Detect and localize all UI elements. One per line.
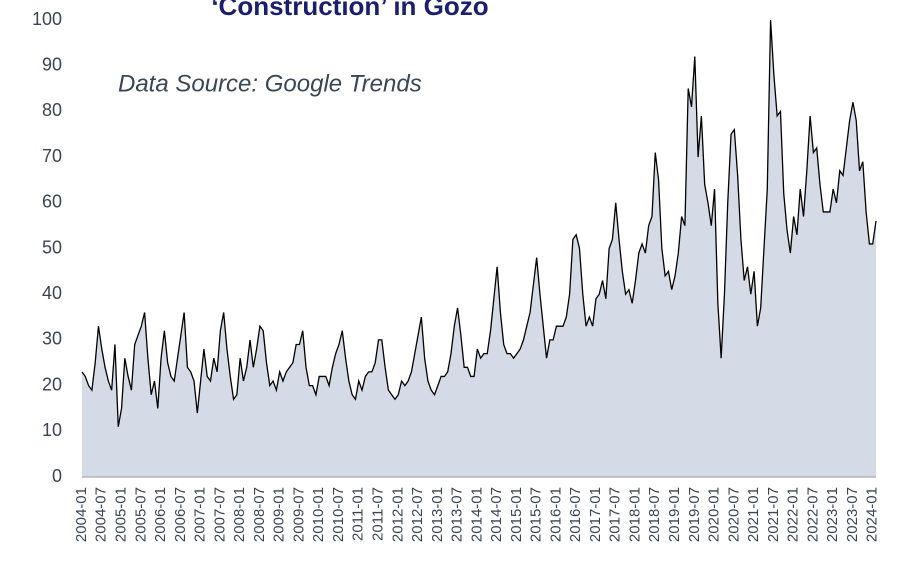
y-tick-label: 90 <box>42 54 62 74</box>
x-tick-label: 2004-01 <box>73 487 90 542</box>
x-tick-label: 2005-01 <box>113 487 130 542</box>
x-tick-label: 2017-07 <box>607 487 624 542</box>
y-tick-label: 40 <box>42 283 62 303</box>
x-tick-label: 2019-07 <box>686 487 703 542</box>
x-tick-label: 2022-07 <box>804 487 821 542</box>
x-tick-label: 2014-01 <box>468 487 485 542</box>
x-tick-label: 2008-07 <box>251 487 268 542</box>
x-tick-label: 2007-07 <box>211 487 228 542</box>
x-tick-label: 2009-01 <box>271 487 288 542</box>
x-tick-label: 2013-01 <box>429 487 446 542</box>
x-tick-label: 2016-07 <box>567 487 584 542</box>
x-tick-label: 2010-07 <box>330 487 347 542</box>
x-tick-label: 2007-01 <box>192 487 209 542</box>
x-tick-label: 2008-01 <box>231 487 248 542</box>
x-tick-label: 2012-07 <box>409 487 426 542</box>
y-tick-label: 100 <box>32 9 62 29</box>
y-tick-label: 50 <box>42 237 62 257</box>
x-tick-label: 2014-07 <box>488 487 505 542</box>
x-tick-label: 2022-01 <box>785 487 802 542</box>
area <box>82 20 876 477</box>
x-tick-label: 2012-01 <box>389 487 406 542</box>
x-tick-label: 2018-01 <box>626 487 643 542</box>
x-tick-label: 2009-07 <box>290 487 307 542</box>
x-tick-label: 2019-01 <box>666 487 683 542</box>
x-tick-label: 2011-01 <box>350 487 367 541</box>
y-tick-label: 60 <box>42 192 62 212</box>
y-tick-label: 0 <box>52 466 62 486</box>
x-tick-label: 2011-07 <box>369 487 386 541</box>
x-tick-label: 2016-01 <box>547 487 564 542</box>
x-tick-label: 2006-07 <box>172 487 189 542</box>
x-tick-label: 2023-07 <box>844 487 861 542</box>
x-tick-label: 2020-01 <box>706 487 723 542</box>
y-tick-label: 70 <box>42 146 62 166</box>
y-tick-label: 20 <box>42 374 62 394</box>
x-tick-label: 2021-07 <box>765 487 782 542</box>
x-tick-label: 2006-01 <box>152 487 169 542</box>
chart-subtitle: Data Source: Google Trends <box>118 70 422 97</box>
x-tick-label: 2015-07 <box>528 487 545 542</box>
x-tick-label: 2024-01 <box>864 487 881 542</box>
x-tick-label: 2010-01 <box>310 487 327 542</box>
x-tick-label: 2023-01 <box>824 487 841 542</box>
y-tick-label: 30 <box>42 329 62 349</box>
line <box>81 19 877 427</box>
x-tick-label: 2013-07 <box>449 487 466 542</box>
y-tick-label: 10 <box>42 420 62 440</box>
x-tick-label: 2021-01 <box>745 487 762 542</box>
x-tick-label: 2018-07 <box>646 487 663 542</box>
x-tick-label: 2015-01 <box>508 487 525 542</box>
chart-title: ‘Construction’ in Gozo <box>211 0 488 21</box>
y-tick-label: 80 <box>42 100 62 120</box>
x-tick-label: 2005-07 <box>132 487 149 542</box>
x-tick-label: 2004-07 <box>93 487 110 542</box>
x-tick-label: 2017-01 <box>587 487 604 542</box>
x-tick-label: 2020-07 <box>725 487 742 542</box>
